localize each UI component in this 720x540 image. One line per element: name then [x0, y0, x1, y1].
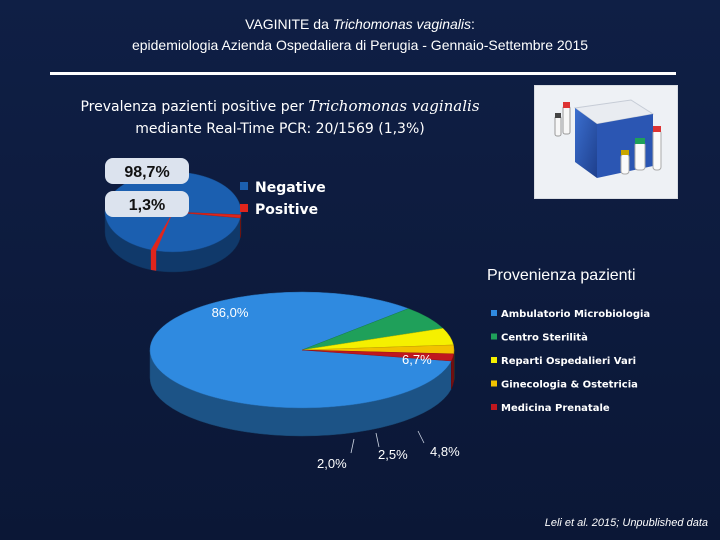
legend-swatch-3: [491, 380, 497, 387]
data-label-4: 2,0%: [317, 456, 347, 471]
title-line-2: epidemiologia Azienda Ospedaliera di Per…: [131, 37, 589, 53]
legend-label-4: Medicina Prenatale: [501, 403, 610, 414]
chart-title: Provenienza pazienti: [487, 267, 636, 284]
title-line-1: VAGINITE da Trichomonas vaginalis:: [0, 14, 720, 35]
title-suffix: :: [471, 16, 475, 32]
data-label-positive: 1,3%: [129, 197, 165, 214]
legend-label-3: Ginecologia & Ostetricia: [501, 380, 638, 391]
legend-swatch-2: [491, 357, 497, 363]
data-label-2: 4,8%: [430, 444, 460, 459]
data-label-0: 86,0%: [212, 305, 249, 320]
title-prefix: VAGINITE da: [245, 16, 333, 32]
leader-line-2: [350, 438, 355, 454]
legend-label-negative: Negative: [255, 180, 326, 196]
pcr-kit-illustration: [535, 86, 677, 198]
prevalence-line-2: mediante Real-Time PCR: 20/1569 (1,3%): [135, 121, 425, 137]
positive-wedge-side: [150, 212, 173, 271]
legend-label-2: Reparti Ospedalieri Vari: [501, 356, 636, 367]
pie-slice-positive: [172, 211, 242, 219]
title-italic: Trichomonas vaginalis: [332, 16, 472, 32]
data-label-negative: 98,7%: [124, 164, 169, 181]
data-label-3: 2,5%: [378, 447, 408, 462]
legend-prevalence: Negative Positive: [240, 180, 326, 218]
pie-slice-medicina-prenatale: [301, 349, 454, 362]
footer-citation: Leli et al. 2015; Unpublished data: [544, 517, 708, 529]
leader-line-1: [375, 432, 380, 448]
legend-swatch-4: [491, 404, 497, 410]
leader-line-0: [417, 430, 425, 444]
prevalence-prefix: Prevalenza pazienti positive per: [80, 99, 309, 115]
legend-swatch-1: [491, 333, 497, 340]
legend-swatch-negative: [240, 182, 248, 190]
data-label-box-1: [105, 191, 189, 217]
legend-label-positive: Positive: [255, 202, 318, 218]
data-label-1: 6,7%: [402, 352, 432, 367]
legend-label-0: Ambulatorio Microbiologia: [501, 309, 650, 320]
prevalence-line-1: Prevalenza pazienti positive per Trichom…: [40, 95, 520, 118]
chart-provenienza: Provenienza pazienti Ambulatorio Microbio…: [149, 267, 650, 471]
pcr-kit-photo: [534, 85, 678, 199]
legend-swatch-0: [491, 310, 497, 316]
legend-label-1: Centro Sterilità: [501, 332, 588, 344]
chart-prevalence: 98,7% 1,3% Negative Positive: [104, 158, 326, 273]
prevalence-italic: Trichomonas vaginalis: [308, 97, 480, 115]
legend-swatch-positive: [240, 204, 248, 212]
data-label-box-0: [105, 158, 189, 184]
slide-title: VAGINITE da Trichomonas vaginalis: epide…: [0, 14, 720, 56]
legend-provenienza: Ambulatorio Microbiologia Centro Sterilit…: [491, 309, 650, 414]
prevalence-text: Prevalenza pazienti positive per Trichom…: [40, 95, 520, 140]
title-divider: [50, 72, 676, 75]
